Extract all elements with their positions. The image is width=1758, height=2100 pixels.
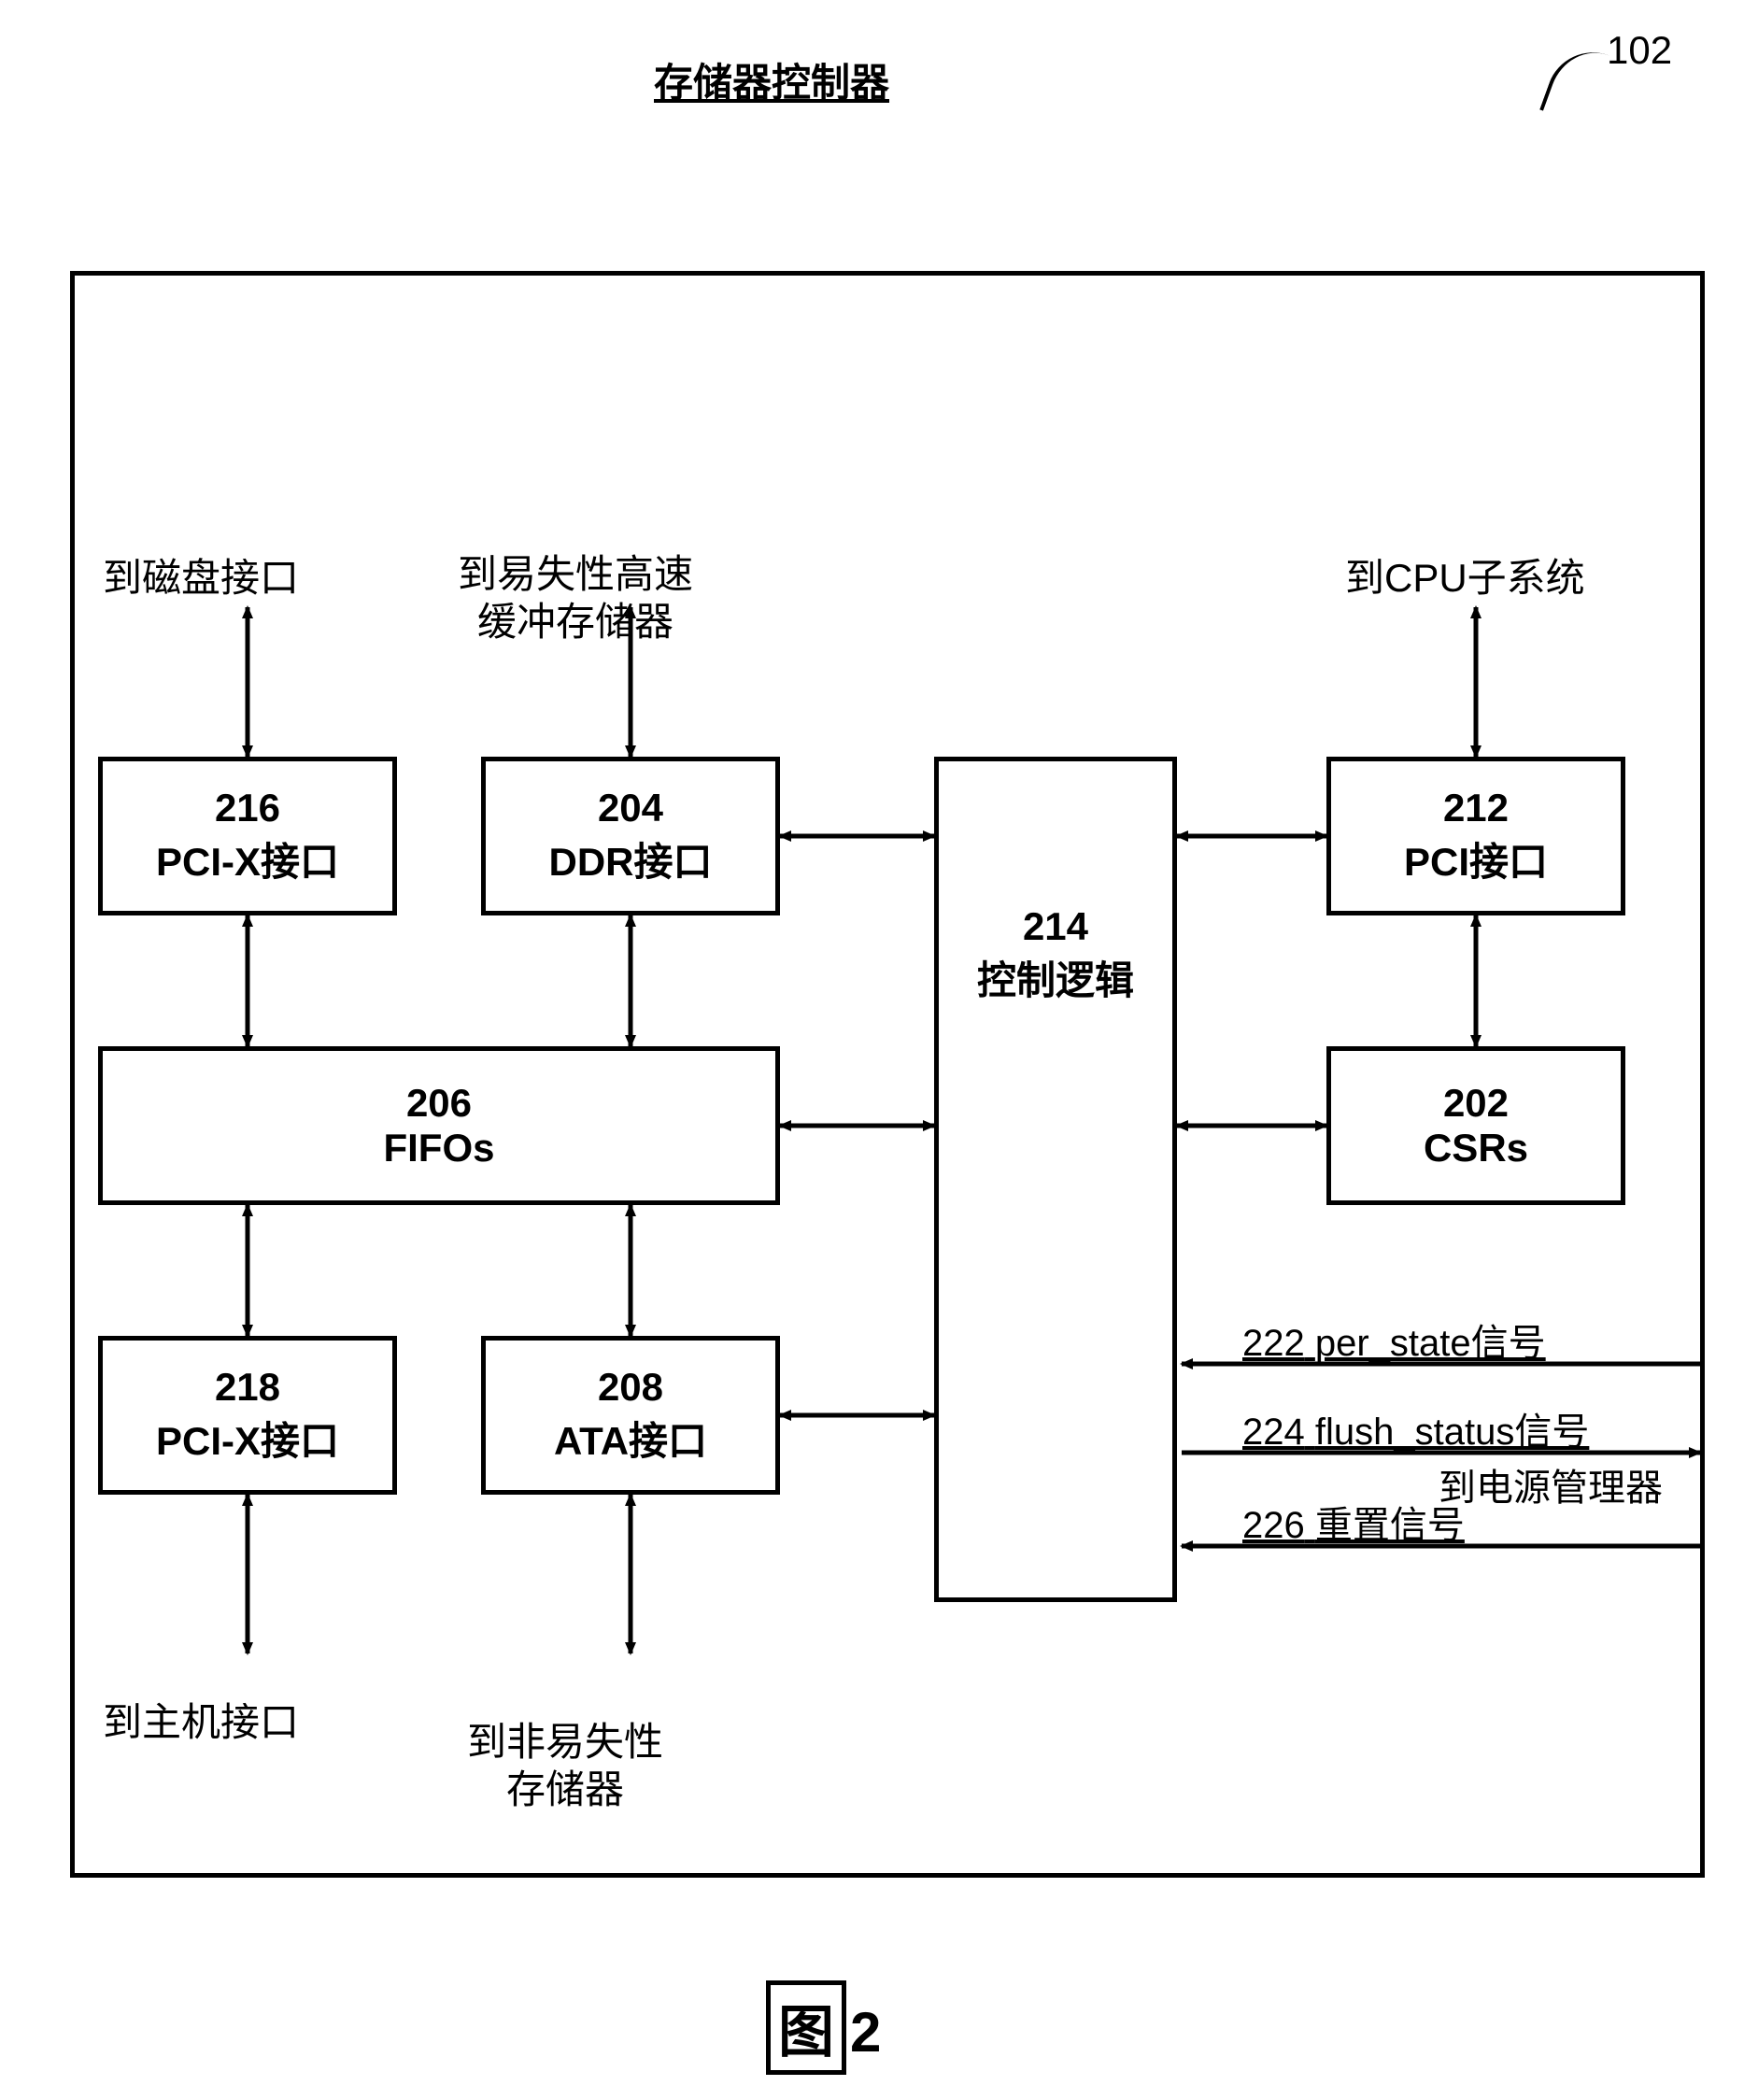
arrows-layer — [0, 0, 1758, 2100]
